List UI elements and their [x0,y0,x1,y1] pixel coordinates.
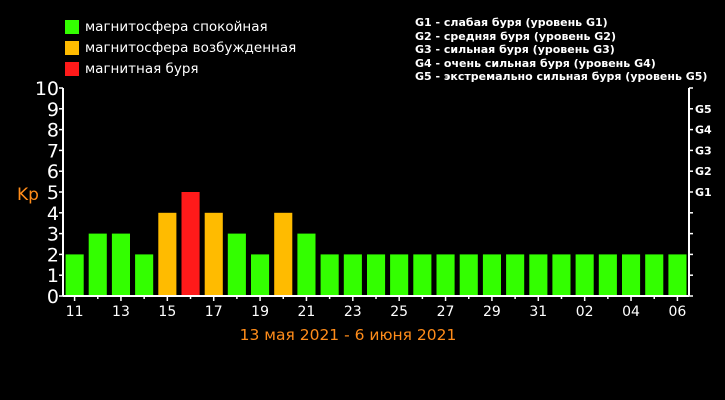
legend-swatch-active [65,40,79,55]
bar-24 [367,254,386,296]
legend-item-active: магнитосфера возбужденная [65,37,296,58]
bar-25 [390,254,409,296]
bar-06 [668,254,687,296]
bar-12 [88,233,107,296]
legend-label: магнитосфера спокойная [85,18,268,35]
legend-swatch-storm [65,61,79,76]
bar-02 [575,254,594,296]
g-level-label: G1 [695,186,712,199]
bar-17 [204,212,223,296]
bar-16 [181,192,200,296]
g-legend-line: G2 - средняя буря (уровень G2) [415,29,616,43]
y-tick-label: 9 [47,99,59,121]
bar-29 [482,254,501,296]
storm-level-legend: G1 - слабая буря (уровень G1) G2 - средн… [415,16,707,84]
y-axis-label: Kp [17,185,39,205]
bar-22 [320,254,339,296]
g-level-label: G5 [695,103,712,116]
x-tick-label: 06 [668,304,686,320]
y-tick-label: 8 [47,120,59,142]
bar-20 [274,212,293,296]
bar-27 [436,254,455,296]
y-tick-label: 10 [35,78,59,100]
bar-21 [297,233,316,296]
g-level-label: G3 [695,144,712,157]
bar-04 [622,254,641,296]
x-axis-label: 13 мая 2021 - 6 июня 2021 [240,326,457,344]
x-tick-label: 25 [390,304,408,320]
status-legend: магнитосфера спокойная магнитосфера возб… [65,16,296,79]
x-tick-label: 17 [205,304,223,320]
bar-05 [645,254,664,296]
y-tick-label: 3 [47,224,59,246]
x-tick-label: 27 [437,304,455,320]
bar-14 [135,254,154,296]
x-tick-label: 23 [344,304,362,320]
legend-item-quiet: магнитосфера спокойная [65,16,296,37]
legend-label: магнитосфера возбужденная [85,39,297,56]
bar-26 [413,254,432,296]
x-tick-label: 02 [576,304,594,320]
bar-11 [65,254,84,296]
g-legend-line: G1 - слабая буря (уровень G1) [415,16,608,29]
bar-15 [158,212,177,296]
x-tick-label: 11 [66,304,84,320]
x-tick-label: 15 [158,304,176,320]
bar-31 [529,254,548,296]
x-tick-label: 29 [483,304,501,320]
x-tick-label: 19 [251,304,269,320]
x-tick-label: 31 [529,304,547,320]
bars-group [65,192,687,296]
bar-28 [459,254,478,296]
g-level-label: G4 [695,124,712,137]
legend-label: магнитная буря [85,60,199,77]
x-tick-label: 04 [622,304,640,320]
bar-18 [227,233,246,296]
y-tick-label: 5 [47,182,59,204]
g-legend-line: G5 - экстремально сильная буря (уровень … [415,70,708,83]
y-tick-label: 0 [47,286,59,308]
bar-03 [598,254,617,296]
x-tick-label: 21 [298,304,316,320]
bar-23 [343,254,362,296]
bar-19 [251,254,270,296]
legend-item-storm: магнитная буря [65,58,296,79]
legend-swatch-quiet [65,19,79,34]
y-tick-label: 4 [47,203,59,225]
y-tick-label: 1 [47,265,59,287]
g-legend-line: G3 - сильная буря (уровень G3) [415,43,615,56]
x-tick-label: 13 [112,304,130,320]
bar-01 [552,254,571,296]
g-legend-line: G4 - очень сильная буря (уровень G4) [415,56,656,70]
y-tick-label: 2 [47,244,59,266]
y-tick-label: 7 [47,140,59,162]
g-level-label: G2 [695,165,712,178]
bar-30 [506,254,525,296]
bar-13 [111,233,130,296]
y-tick-label: 6 [47,161,59,183]
